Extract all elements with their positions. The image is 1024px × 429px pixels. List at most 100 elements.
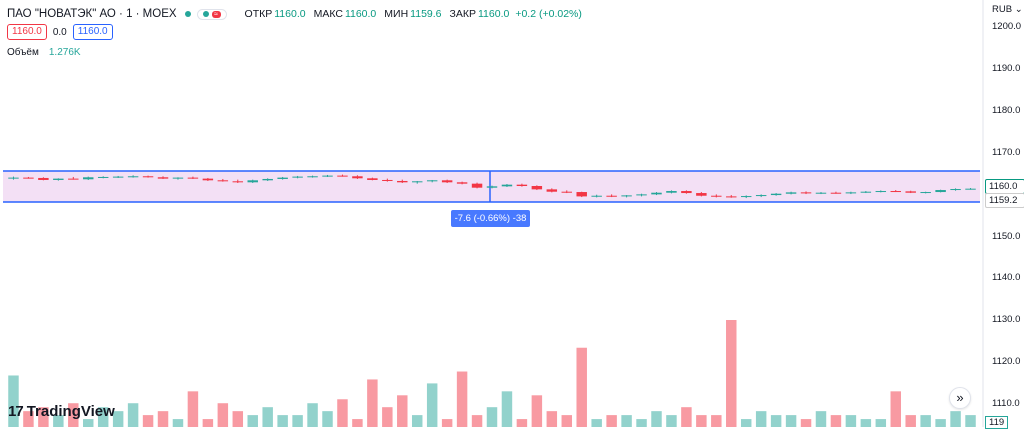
volume-bar [8,375,19,427]
candle-body [247,180,258,183]
volume-bar [770,415,782,427]
candle-body [441,180,453,183]
candle-body [426,180,438,182]
volume-bar [382,407,393,427]
candle-body [38,177,49,180]
volume-bar [561,415,573,427]
candle-body [8,177,19,179]
candle-body [711,195,722,197]
volume-bar [965,415,976,427]
symbol-title[interactable]: ПАО "НОВАТЭК" АО · 1 · MOEX [7,8,177,20]
candle-body [217,180,229,182]
volume-axis-label: 119 [985,416,1009,429]
indicator-pill[interactable]: ≈ [196,8,227,20]
volume-label[interactable]: Объём [7,47,39,58]
candle-body [456,182,468,184]
volume-bar [726,320,737,427]
volume-bar [651,411,662,427]
candle-body [546,189,558,192]
price-axis-tick: 1190.0 [992,62,1021,74]
volume-bar [247,415,258,427]
ohlc-values: ОТКР 1160.0 МАКС 1160.0 МИН 1159.6 ЗАКР 1160… [244,8,582,20]
volume-bar [755,411,767,427]
candle-body [875,191,887,193]
candle-body [172,177,184,179]
candle-body [262,178,273,181]
volume-bar [815,411,827,427]
candle-body [516,184,528,187]
price-axis-tick: 1200.0 [992,21,1022,32]
candle-body [890,191,901,193]
volume-bar [307,403,318,427]
volume-legend: Объём 1.276K [7,47,81,58]
volume-bar [83,419,94,427]
candle-body [920,192,931,194]
candle-body [68,178,79,180]
volume-bar [935,419,946,427]
volume-bar [501,391,513,427]
volume-bar [187,391,199,427]
candle-body [112,176,124,178]
candle-body [965,188,976,190]
candle-body [561,191,573,193]
sell-button[interactable]: 1160.0 [7,24,47,40]
volume-bar [157,411,169,427]
candle-body [935,190,946,193]
candle-body [202,178,214,181]
volume-bar [112,411,124,427]
volume-bar [696,415,707,427]
volume-bar [426,383,438,427]
candle-body [785,192,797,194]
change-value: +0.2 (+0.02%) [515,8,582,20]
candle-body [666,191,677,193]
candle-body [740,196,752,198]
volume-bar [800,419,812,427]
candle-body [307,176,318,178]
trade-buttons: 1160.0 0.0 1160.0 [7,24,113,40]
candle-body [621,195,632,197]
currency-selector[interactable]: RUB ⌄ [992,4,1023,15]
candle-body [486,186,498,188]
candle-body [770,193,782,196]
volume-bar [397,395,408,427]
candle-body [531,186,543,190]
candle-body [382,179,393,181]
price-axis-tick: 1140.0 [992,272,1021,284]
volume-bar [277,415,288,427]
scroll-to-realtime-button[interactable]: » [949,387,971,409]
volume-bar [53,415,64,427]
volume-bar [920,415,931,427]
measure-label: -7.6 (-0.66%) -38 [451,210,530,227]
volume-bar [785,415,797,427]
volume-bar [591,419,602,427]
volume-bar [23,411,34,427]
tradingview-logo[interactable]: 17 TradingView [8,403,115,420]
price-axis-tick: 1120.0 [992,356,1021,368]
volume-bar [97,407,109,427]
volume-bar [352,419,363,427]
candle-body [411,181,423,183]
candle-body [367,178,378,180]
volume-bar [875,419,887,427]
volume-bar [337,399,348,427]
volume-bar [38,407,49,427]
volume-bar [740,419,752,427]
volume-bar [860,419,872,427]
price-axis-tick: 1170.0 [992,146,1021,158]
volume-bar [905,415,916,427]
volume-bar [292,415,303,427]
volume-bar [636,419,647,427]
candle-body [337,175,348,177]
wave-icon: ≈ [211,10,221,18]
candle-body [127,176,139,178]
low-price-label: 1159.2 [985,193,1024,208]
volume-bar [681,407,692,427]
volume-bar [606,415,617,427]
buy-button[interactable]: 1160.0 [72,24,113,40]
volume-bar [172,419,184,427]
candle-body [950,189,961,191]
volume-bar [411,415,423,427]
candle-body [53,178,64,180]
market-status-icon [184,11,191,17]
